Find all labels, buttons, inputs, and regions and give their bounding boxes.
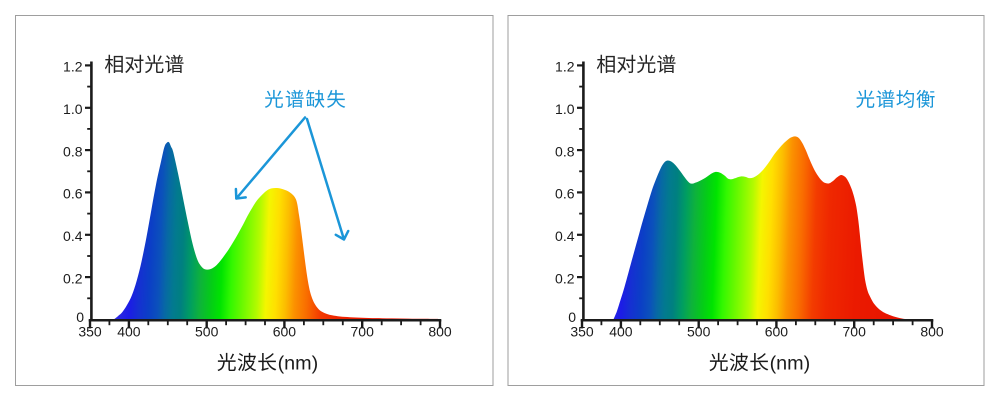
- svg-text:1.2: 1.2: [63, 59, 83, 75]
- svg-text:0: 0: [76, 309, 84, 325]
- svg-text:800: 800: [920, 324, 944, 340]
- svg-text:0.8: 0.8: [555, 143, 575, 159]
- svg-text:350: 350: [570, 324, 594, 340]
- svg-text:400: 400: [117, 324, 141, 340]
- svg-text:0.6: 0.6: [63, 186, 83, 202]
- svg-text:350: 350: [78, 324, 102, 340]
- svg-text:0.2: 0.2: [63, 270, 83, 286]
- svg-text:600: 600: [273, 324, 297, 340]
- svg-text:1.0: 1.0: [63, 101, 83, 117]
- svg-text:0.2: 0.2: [555, 270, 575, 286]
- svg-text:500: 500: [195, 324, 219, 340]
- svg-text:(nm): (nm): [770, 353, 811, 375]
- svg-text:400: 400: [609, 324, 633, 340]
- svg-text:0.4: 0.4: [555, 228, 575, 244]
- svg-text:600: 600: [765, 324, 789, 340]
- svg-text:700: 700: [351, 324, 375, 340]
- svg-text:0.8: 0.8: [63, 143, 83, 159]
- svg-text:500: 500: [687, 324, 711, 340]
- svg-text:(nm): (nm): [278, 353, 319, 375]
- svg-text:0.6: 0.6: [555, 186, 575, 202]
- svg-text:0: 0: [568, 309, 576, 325]
- svg-text:800: 800: [428, 324, 452, 340]
- svg-text:1.2: 1.2: [555, 59, 575, 75]
- svg-text:1.0: 1.0: [555, 101, 575, 117]
- svg-text:0.4: 0.4: [63, 228, 83, 244]
- svg-text:700: 700: [843, 324, 867, 340]
